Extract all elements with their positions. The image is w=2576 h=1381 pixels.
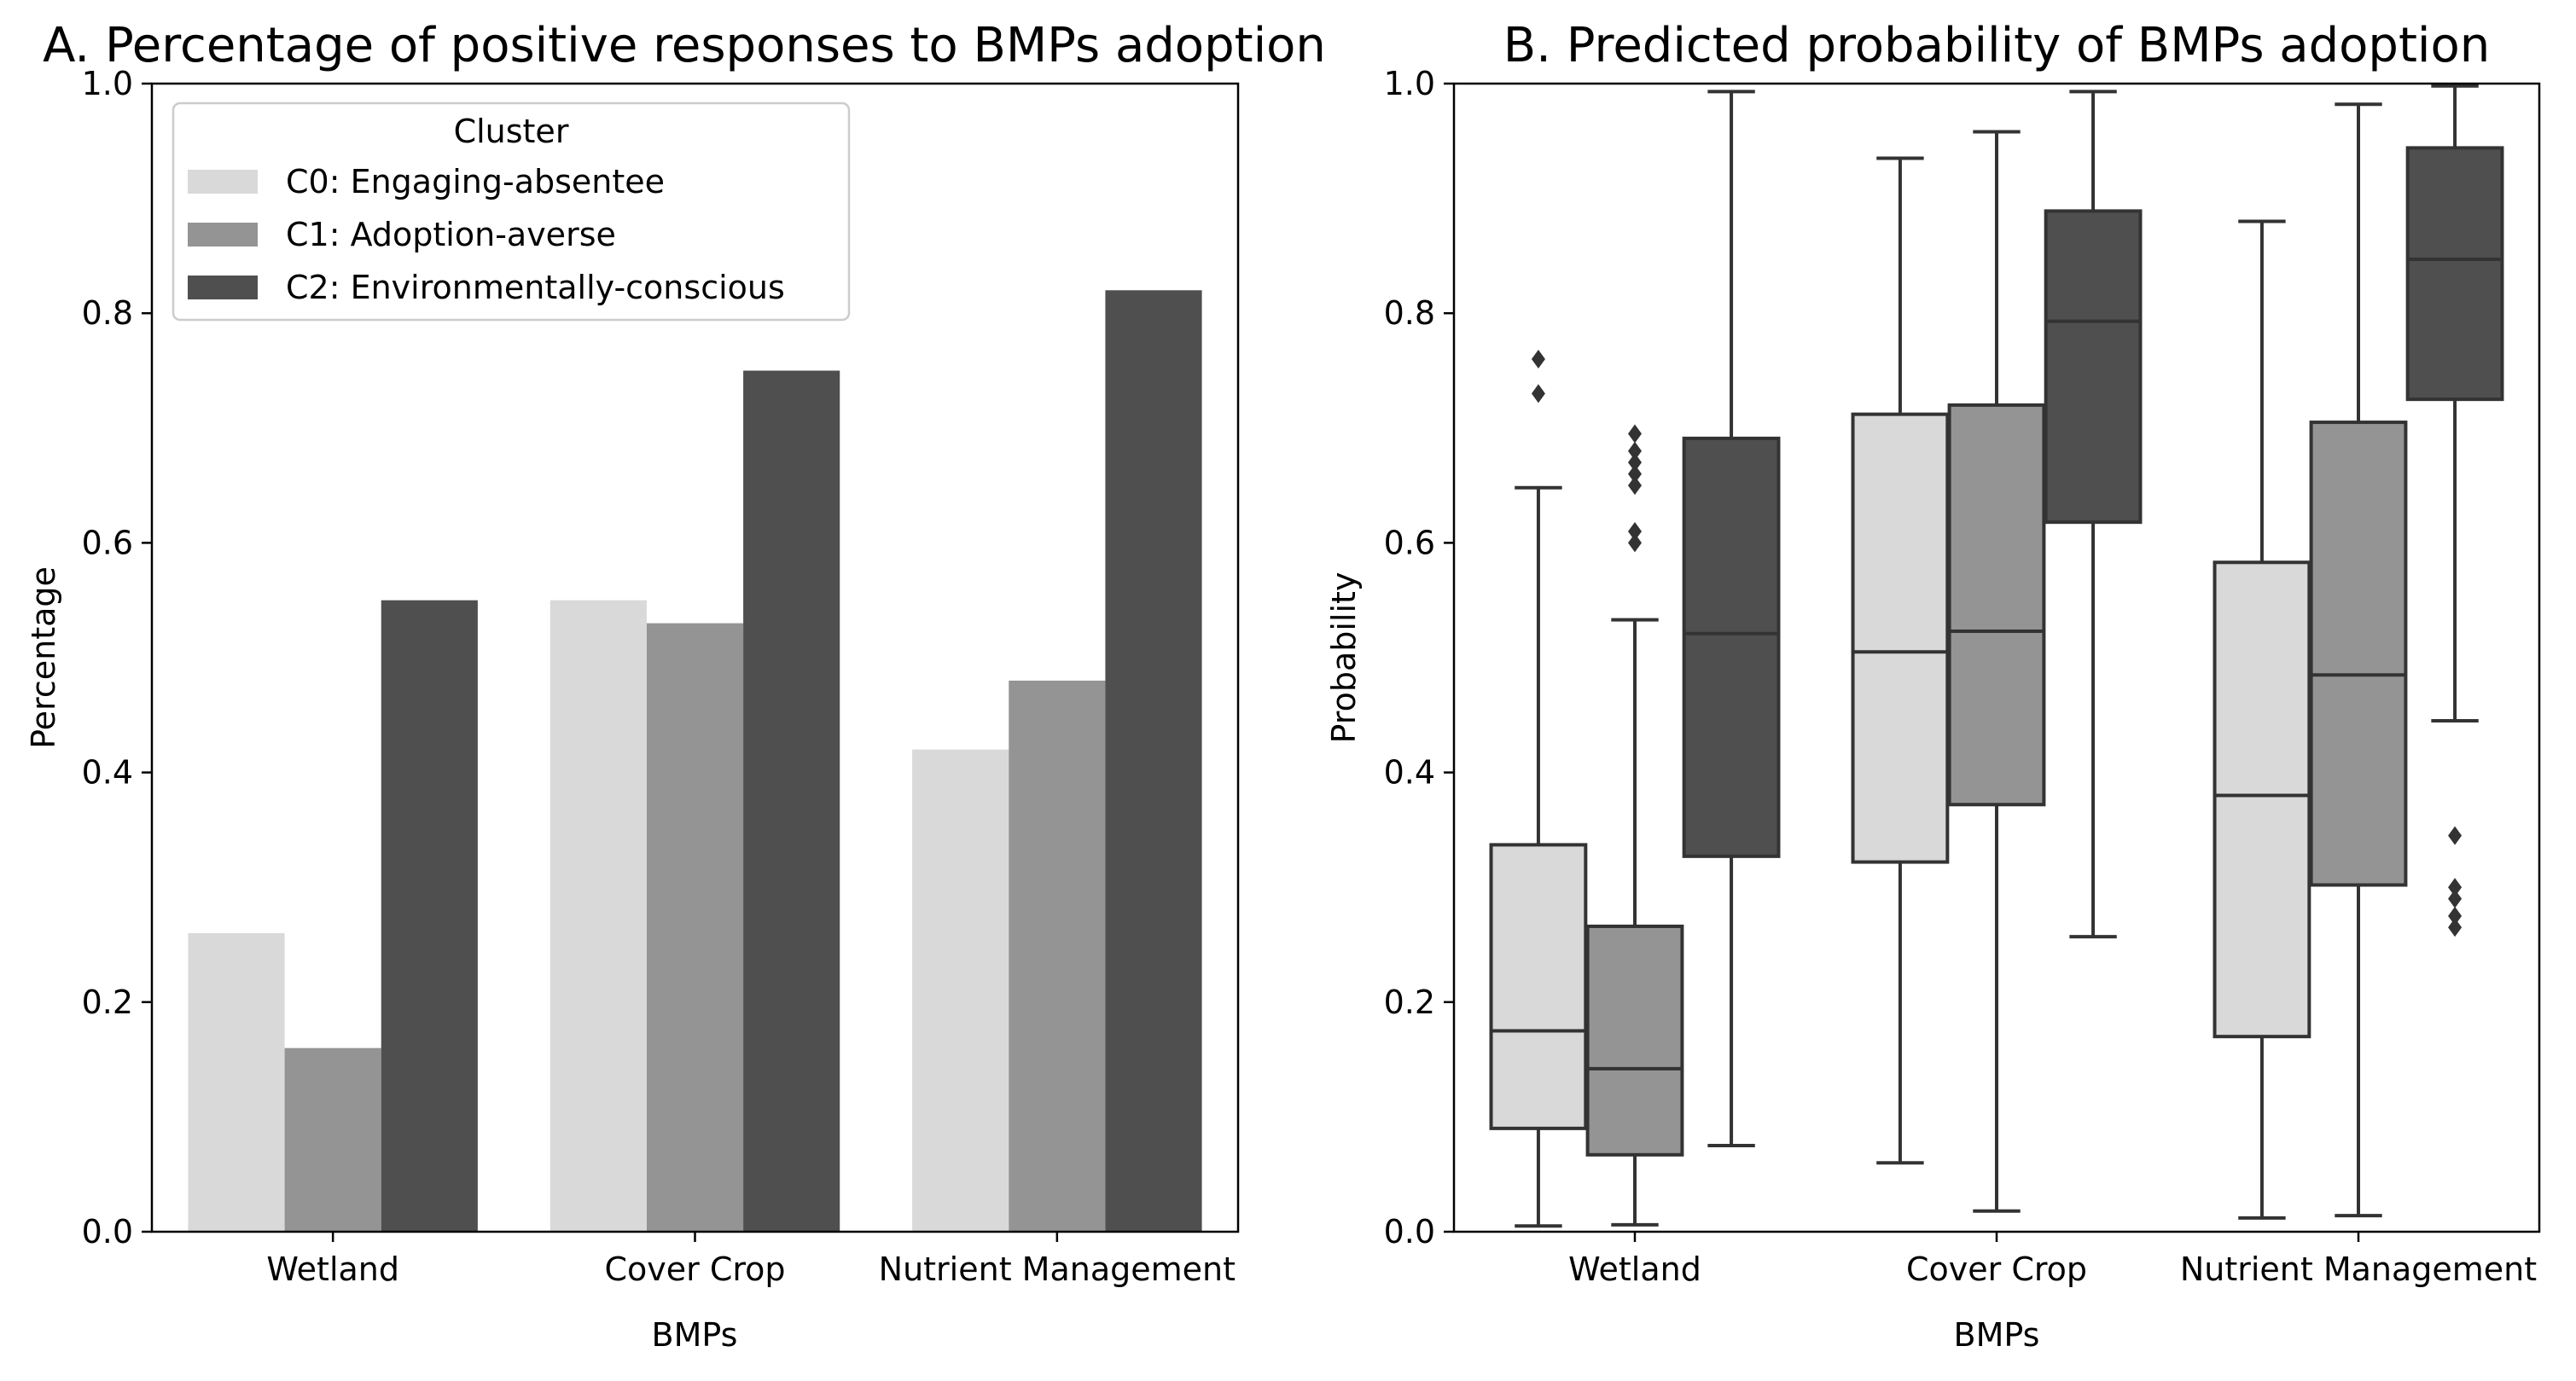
bar-c1 bbox=[1009, 680, 1106, 1232]
panel-b-y-ticks: 0.0 0.2 0.4 0.6 0.8 1.0 bbox=[1384, 65, 1454, 1250]
panel-a-x-axis-label: BMPs bbox=[652, 1316, 738, 1354]
box-c0 bbox=[1851, 156, 1950, 1165]
panel-b-y-tick-label: 1.0 bbox=[1384, 65, 1435, 102]
panel-a-legend: Cluster C0: Engaging-absentee C1: Adopti… bbox=[172, 102, 851, 322]
legend-label-c2: C2: Environmentally-conscious bbox=[286, 269, 785, 306]
box-c1 bbox=[1585, 424, 1684, 1227]
box-body bbox=[2213, 560, 2311, 1039]
panel-a-y-tick-label: 0.4 bbox=[82, 754, 133, 792]
box-flier bbox=[2448, 918, 2463, 937]
box-c1 bbox=[2309, 102, 2408, 1218]
panel-a-bar-chart: A. Percentage of positive responses to B… bbox=[25, 18, 1326, 1354]
panel-b-x-axis-label: BMPs bbox=[1954, 1316, 2040, 1354]
panel-a-axes-frame bbox=[150, 82, 1240, 1233]
box-c0 bbox=[2213, 219, 2311, 1220]
panel-b-y-tick-label: 0.8 bbox=[1384, 294, 1435, 332]
box-flier bbox=[2448, 906, 2463, 926]
panel-b-y-tick-label: 0.6 bbox=[1384, 524, 1435, 561]
box-body bbox=[2309, 421, 2408, 887]
panel-a-y-tick-label: 0.0 bbox=[82, 1213, 133, 1250]
box-flier bbox=[1628, 453, 1642, 473]
legend-swatch-c0 bbox=[188, 170, 258, 194]
box-flier bbox=[1628, 533, 1642, 553]
panel-b-x-tick-label: Cover Crop bbox=[1906, 1250, 2087, 1288]
box-flier bbox=[2448, 878, 2463, 897]
box-body bbox=[1489, 843, 1588, 1130]
panel-b-y-tick-label: 0.0 bbox=[1384, 1213, 1435, 1250]
legend-label-c0: C0: Engaging-absentee bbox=[286, 163, 665, 200]
box-flier bbox=[1628, 476, 1642, 496]
panel-b-box-plot: B. Predicted probability of BMPs adoptio… bbox=[1325, 18, 2541, 1354]
bar-c0 bbox=[550, 600, 647, 1232]
legend-frame bbox=[172, 102, 851, 322]
bar-c2 bbox=[1105, 290, 1202, 1232]
panel-a-x-tick-label: Cover Crop bbox=[604, 1250, 785, 1288]
panel-a-y-ticks: 0.0 0.2 0.4 0.6 0.8 1.0 bbox=[82, 65, 152, 1250]
box-flier bbox=[2448, 889, 2463, 908]
panel-a-bars bbox=[188, 290, 1202, 1232]
box-body bbox=[1947, 403, 2046, 807]
box-body bbox=[1585, 924, 1684, 1157]
box-c0 bbox=[1489, 350, 1588, 1228]
panel-b-x-tick-label: Wetland bbox=[1568, 1250, 1701, 1288]
box-body bbox=[1682, 436, 1781, 858]
box-c2 bbox=[2405, 84, 2504, 937]
box-flier bbox=[1628, 424, 1642, 444]
panel-b-x-tick-label: Nutrient Management bbox=[2180, 1250, 2537, 1288]
box-flier bbox=[1531, 384, 1545, 403]
panel-a-y-tick-label: 0.6 bbox=[82, 524, 133, 561]
panel-b-boxes bbox=[1489, 84, 2504, 1228]
panel-b-y-tick-label: 0.2 bbox=[1384, 984, 1435, 1021]
box-c2 bbox=[1682, 90, 1781, 1148]
box-flier bbox=[1531, 350, 1545, 369]
box-c2 bbox=[2044, 90, 2143, 939]
panel-a-y-tick-label: 1.0 bbox=[82, 65, 133, 102]
panel-b-axes-frame bbox=[1452, 82, 2541, 1233]
bar-c1 bbox=[646, 623, 744, 1232]
box-c1 bbox=[1947, 130, 2046, 1213]
bar-c2 bbox=[381, 600, 478, 1232]
panel-a-x-tick-label: Wetland bbox=[266, 1250, 399, 1288]
box-flier bbox=[2448, 826, 2463, 845]
box-body bbox=[2044, 209, 2143, 525]
bar-c0 bbox=[188, 933, 285, 1232]
panel-b-title: B. Predicted probability of BMPs adoptio… bbox=[1503, 18, 2491, 73]
legend-swatch-c2 bbox=[188, 276, 258, 299]
box-flier bbox=[1628, 441, 1642, 461]
bar-c2 bbox=[743, 370, 840, 1232]
panel-a-x-ticks: Wetland Cover Crop Nutrient Management bbox=[266, 1232, 1236, 1288]
bar-c1 bbox=[284, 1047, 381, 1232]
box-body bbox=[1851, 412, 1950, 864]
panel-a-title: A. Percentage of positive responses to B… bbox=[43, 18, 1326, 73]
panel-b-y-tick-label: 0.4 bbox=[1384, 754, 1435, 792]
panel-a-x-tick-label: Nutrient Management bbox=[879, 1250, 1236, 1288]
legend-title: Cluster bbox=[454, 113, 569, 150]
panel-b-y-axis-label: Probability bbox=[1325, 572, 1363, 744]
box-flier bbox=[1628, 521, 1642, 541]
legend-swatch-c1 bbox=[188, 223, 258, 247]
legend-label-c1: C1: Adoption-averse bbox=[286, 216, 616, 253]
panel-a-y-axis-label: Percentage bbox=[25, 566, 62, 749]
panel-a-y-tick-label: 0.2 bbox=[82, 984, 133, 1021]
box-flier bbox=[1628, 464, 1642, 484]
panel-b-x-ticks: Wetland Cover Crop Nutrient Management bbox=[1568, 1232, 2537, 1288]
box-body bbox=[2405, 146, 2504, 402]
panel-a-y-tick-label: 0.8 bbox=[82, 294, 133, 332]
bar-c0 bbox=[912, 749, 1009, 1232]
